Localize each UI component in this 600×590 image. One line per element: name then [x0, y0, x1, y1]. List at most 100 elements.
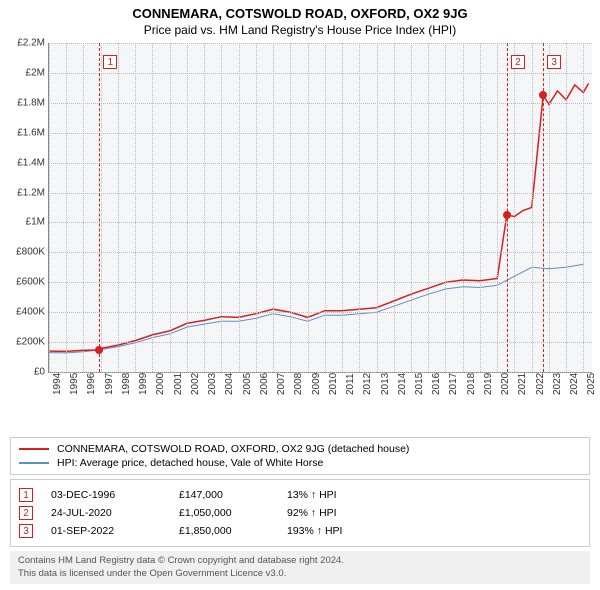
- transaction-number-box: 2: [19, 506, 33, 520]
- gridline-vertical: [514, 43, 515, 372]
- gridline-horizontal: [49, 222, 592, 223]
- gridline-vertical: [325, 43, 326, 372]
- gridline-vertical: [221, 43, 222, 372]
- gridline-horizontal: [49, 282, 592, 283]
- x-axis-label: 2001: [173, 373, 184, 395]
- x-axis-label: 1999: [138, 373, 149, 395]
- x-axis-label: 2016: [431, 373, 442, 395]
- transaction-date: 01-SEP-2022: [51, 525, 161, 537]
- gridline-vertical: [273, 43, 274, 372]
- x-axis-label: 2010: [328, 373, 339, 395]
- y-axis-label: £1.6M: [3, 127, 45, 138]
- transaction-number-box: 3: [19, 524, 33, 538]
- y-axis-label: £2.2M: [3, 38, 45, 49]
- y-axis-label: £1.8M: [3, 97, 45, 108]
- x-axis-label: 2021: [517, 373, 528, 395]
- x-axis-label: 2009: [311, 373, 322, 395]
- x-axis-label: 2012: [362, 373, 373, 395]
- transaction-price: £1,050,000: [179, 507, 269, 519]
- chart-title: CONNEMARA, COTSWOLD ROAD, OXFORD, OX2 9J…: [0, 0, 600, 23]
- gridline-vertical: [566, 43, 567, 372]
- chart-plot-area: £0£200K£400K£600K£800K£1M£1.2M£1.4M£1.6M…: [48, 43, 592, 373]
- gridline-vertical: [118, 43, 119, 372]
- transaction-marker-box: 3: [547, 55, 561, 69]
- gridline-vertical: [377, 43, 378, 372]
- transaction-row: 301-SEP-2022£1,850,000193% ↑ HPI: [19, 522, 581, 540]
- transaction-price: £147,000: [179, 489, 269, 501]
- gridline-vertical: [411, 43, 412, 372]
- x-axis-label: 2000: [155, 373, 166, 395]
- gridline-vertical: [256, 43, 257, 372]
- chart-lines: [49, 43, 592, 372]
- gridline-vertical: [204, 43, 205, 372]
- gridline-vertical: [49, 43, 50, 372]
- legend-row: CONNEMARA, COTSWOLD ROAD, OXFORD, OX2 9J…: [19, 442, 581, 456]
- gridline-vertical: [101, 43, 102, 372]
- x-axis-label: 1998: [121, 373, 132, 395]
- gridline-horizontal: [49, 163, 592, 164]
- x-axis-label: 2005: [242, 373, 253, 395]
- gridline-horizontal: [49, 312, 592, 313]
- x-axis-label: 2006: [259, 373, 270, 395]
- gridline-vertical: [549, 43, 550, 372]
- legend-swatch: [19, 462, 49, 464]
- y-axis-label: £2M: [3, 67, 45, 78]
- transaction-marker-box: 2: [511, 55, 525, 69]
- series-hpi: [49, 264, 583, 353]
- gridline-horizontal: [49, 103, 592, 104]
- gridline-vertical: [83, 43, 84, 372]
- x-axis-label: 2022: [535, 373, 546, 395]
- x-axis-label: 2025: [586, 373, 597, 395]
- transaction-marker-dot: [539, 91, 547, 99]
- gridline-horizontal: [49, 133, 592, 134]
- chart-subtitle: Price paid vs. HM Land Registry's House …: [0, 23, 600, 43]
- gridline-vertical: [532, 43, 533, 372]
- x-axis-label: 2007: [276, 373, 287, 395]
- attribution-footer: Contains HM Land Registry data © Crown c…: [10, 551, 590, 584]
- gridline-horizontal: [49, 43, 592, 44]
- gridline-vertical: [497, 43, 498, 372]
- x-axis-label: 1995: [69, 373, 80, 395]
- y-axis-label: £600K: [3, 277, 45, 288]
- gridline-horizontal: [49, 252, 592, 253]
- gridline-vertical: [359, 43, 360, 372]
- chart-wrap: £0£200K£400K£600K£800K£1M£1.2M£1.4M£1.6M…: [0, 43, 600, 397]
- gridline-vertical: [463, 43, 464, 372]
- transaction-number-box: 1: [19, 488, 33, 502]
- legend-label: CONNEMARA, COTSWOLD ROAD, OXFORD, OX2 9J…: [57, 443, 409, 455]
- x-axis-label: 2008: [293, 373, 304, 395]
- x-axis-label: 1996: [86, 373, 97, 395]
- footer-line-2: This data is licensed under the Open Gov…: [18, 568, 582, 580]
- x-axis-label: 2011: [345, 373, 356, 395]
- x-axis-label: 2004: [224, 373, 235, 395]
- x-axis-label: 2017: [448, 373, 459, 395]
- chart-legend: CONNEMARA, COTSWOLD ROAD, OXFORD, OX2 9J…: [10, 437, 590, 475]
- transactions-table: 103-DEC-1996£147,00013% ↑ HPI224-JUL-202…: [10, 479, 590, 547]
- x-axis-label: 2023: [552, 373, 563, 395]
- y-axis-label: £800K: [3, 247, 45, 258]
- transaction-row: 103-DEC-1996£147,00013% ↑ HPI: [19, 486, 581, 504]
- y-axis-label: £400K: [3, 307, 45, 318]
- x-axis-label: 2014: [397, 373, 408, 395]
- x-axis-label: 2018: [466, 373, 477, 395]
- gridline-horizontal: [49, 342, 592, 343]
- gridline-horizontal: [49, 193, 592, 194]
- footer-line-1: Contains HM Land Registry data © Crown c…: [18, 555, 582, 567]
- x-axis-label: 2013: [380, 373, 391, 395]
- legend-row: HPI: Average price, detached house, Vale…: [19, 456, 581, 470]
- transaction-pct: 193% ↑ HPI: [287, 525, 342, 537]
- gridline-vertical: [342, 43, 343, 372]
- gridline-vertical: [445, 43, 446, 372]
- gridline-vertical: [135, 43, 136, 372]
- gridline-vertical: [583, 43, 584, 372]
- gridline-vertical: [187, 43, 188, 372]
- legend-label: HPI: Average price, detached house, Vale…: [57, 457, 323, 469]
- x-axis-label: 1994: [52, 373, 63, 395]
- transaction-marker-line: [99, 43, 100, 372]
- y-axis-label: £1.2M: [3, 187, 45, 198]
- transaction-marker-box: 1: [103, 55, 117, 69]
- transaction-date: 03-DEC-1996: [51, 489, 161, 501]
- transaction-marker-dot: [95, 346, 103, 354]
- gridline-vertical: [394, 43, 395, 372]
- gridline-vertical: [239, 43, 240, 372]
